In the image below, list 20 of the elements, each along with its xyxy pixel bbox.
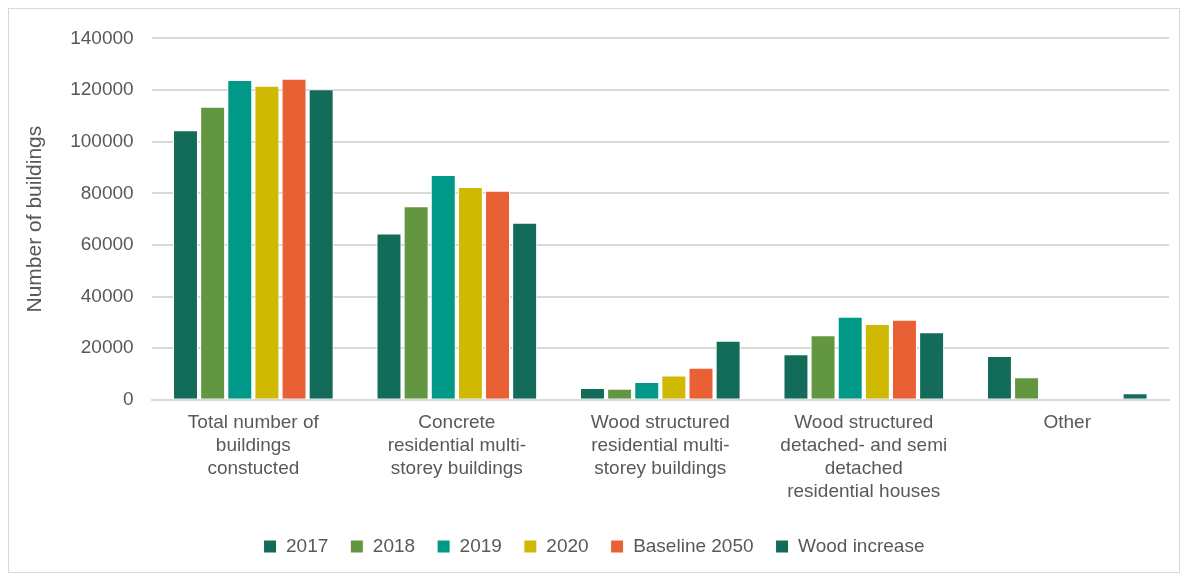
legend-label: Wood increase (798, 534, 925, 556)
y-tick-label: 40000 (80, 284, 134, 306)
legend-label: Baseline 2050 (633, 534, 754, 556)
y-axis-title: Number of buildings (22, 125, 46, 313)
legend-label: 2019 (459, 534, 502, 556)
x-tick-label: Wood structured residential multi-storey buildings (590, 411, 730, 479)
legend-label: 2018 (372, 534, 416, 556)
legend-label: 2020 (546, 534, 589, 556)
y-tick-label: 100000 (70, 129, 134, 151)
x-tick-label: Total number of buildings constucted (187, 411, 320, 479)
x-tick-label: Concrete residential multi-storey buildings (387, 411, 526, 479)
y-tick-label: 140000 (70, 26, 134, 48)
x-tick-label: Wood structured detached- and semi detached residential houses (780, 411, 948, 501)
y-tick-label: 20000 (80, 336, 134, 358)
legend-label: 2017 (286, 534, 329, 556)
x-tick-label: Other (1043, 411, 1092, 433)
y-tick-label: 60000 (80, 233, 134, 255)
y-tick-label: 120000 (70, 78, 134, 100)
y-tick-label: 0 (123, 388, 134, 410)
y-tick-label: 80000 (80, 181, 134, 203)
